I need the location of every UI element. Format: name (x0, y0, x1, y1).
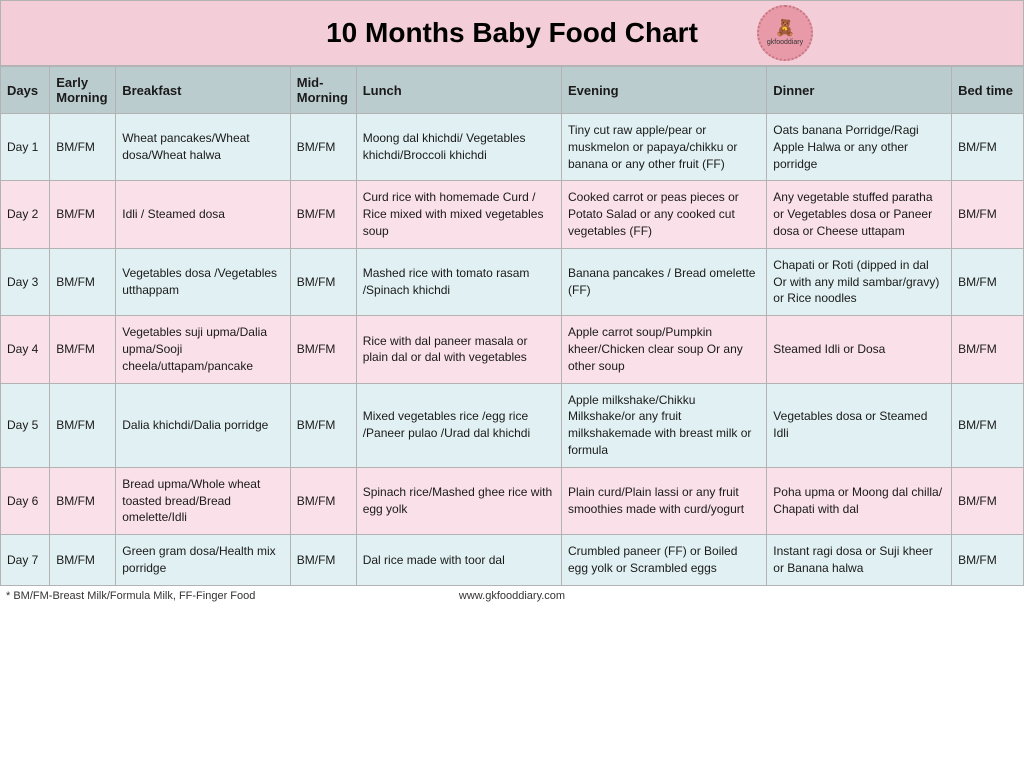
cell-early: BM/FM (50, 181, 116, 248)
col-lunch: Lunch (356, 67, 561, 114)
cell-bed: BM/FM (952, 181, 1024, 248)
col-breakfast: Breakfast (116, 67, 291, 114)
cell-mid: BM/FM (290, 181, 356, 248)
cell-dinner: Any vegetable stuffed paratha or Vegetab… (767, 181, 952, 248)
cell-early: BM/FM (50, 114, 116, 181)
cell-lunch: Rice with dal paneer masala or plain dal… (356, 316, 561, 383)
brand-name: gkfooddiary (767, 39, 803, 46)
cell-evening: Banana pancakes / Bread omelette (FF) (562, 248, 767, 315)
table-row: Day 5BM/FMDalia khichdi/Dalia porridgeBM… (1, 383, 1024, 467)
cell-mid: BM/FM (290, 248, 356, 315)
cell-breakfast: Dalia khichdi/Dalia porridge (116, 383, 291, 467)
teddy-icon: 🧸 (775, 21, 795, 37)
cell-breakfast: Bread upma/Whole wheat toasted bread/Bre… (116, 467, 291, 534)
table-header-row: Days Early Morning Breakfast Mid-Morning… (1, 67, 1024, 114)
table-row: Day 6BM/FMBread upma/Whole wheat toasted… (1, 467, 1024, 534)
cell-breakfast: Wheat pancakes/Wheat dosa/Wheat halwa (116, 114, 291, 181)
table-row: Day 3BM/FMVegetables dosa /Vegetables ut… (1, 248, 1024, 315)
cell-bed: BM/FM (952, 316, 1024, 383)
table-row: Day 1BM/FMWheat pancakes/Wheat dosa/Whea… (1, 114, 1024, 181)
cell-breakfast: Green gram dosa/Health mix porridge (116, 535, 291, 586)
cell-early: BM/FM (50, 248, 116, 315)
cell-mid: BM/FM (290, 535, 356, 586)
brand-logo: 🧸 gkfooddiary (757, 5, 813, 61)
cell-early: BM/FM (50, 383, 116, 467)
cell-mid: BM/FM (290, 316, 356, 383)
cell-early: BM/FM (50, 316, 116, 383)
col-evening: Evening (562, 67, 767, 114)
cell-lunch: Moong dal khichdi/ Vegetables khichdi/Br… (356, 114, 561, 181)
chart-header: 10 Months Baby Food Chart 🧸 gkfooddiary (0, 0, 1024, 66)
footer-url: www.gkfooddiary.com (459, 590, 565, 602)
cell-bed: BM/FM (952, 114, 1024, 181)
table-row: Day 2BM/FMIdli / Steamed dosaBM/FMCurd r… (1, 181, 1024, 248)
col-early-morning: Early Morning (50, 67, 116, 114)
col-days: Days (1, 67, 50, 114)
cell-day: Day 2 (1, 181, 50, 248)
chart-footer: * BM/FM-Breast Milk/Formula Milk, FF-Fin… (0, 586, 1024, 606)
cell-dinner: Poha upma or Moong dal chilla/ Chapati w… (767, 467, 952, 534)
cell-day: Day 6 (1, 467, 50, 534)
cell-breakfast: Idli / Steamed dosa (116, 181, 291, 248)
cell-early: BM/FM (50, 535, 116, 586)
cell-lunch: Curd rice with homemade Curd / Rice mixe… (356, 181, 561, 248)
cell-evening: Cooked carrot or peas pieces or Potato S… (562, 181, 767, 248)
cell-dinner: Oats banana Porridge/Ragi Apple Halwa or… (767, 114, 952, 181)
footer-note: * BM/FM-Breast Milk/Formula Milk, FF-Fin… (6, 590, 255, 602)
cell-lunch: Mixed vegetables rice /egg rice /Paneer … (356, 383, 561, 467)
col-mid-morning: Mid-Morning (290, 67, 356, 114)
cell-lunch: Spinach rice/Mashed ghee rice with egg y… (356, 467, 561, 534)
cell-dinner: Vegetables dosa or Steamed Idli (767, 383, 952, 467)
table-row: Day 7BM/FMGreen gram dosa/Health mix por… (1, 535, 1024, 586)
cell-dinner: Instant ragi dosa or Suji kheer or Banan… (767, 535, 952, 586)
cell-mid: BM/FM (290, 114, 356, 181)
cell-evening: Tiny cut raw apple/pear or muskmelon or … (562, 114, 767, 181)
cell-dinner: Chapati or Roti (dipped in dal Or with a… (767, 248, 952, 315)
col-bedtime: Bed time (952, 67, 1024, 114)
cell-evening: Apple carrot soup/Pumpkin kheer/Chicken … (562, 316, 767, 383)
cell-breakfast: Vegetables suji upma/Dalia upma/Sooji ch… (116, 316, 291, 383)
cell-day: Day 1 (1, 114, 50, 181)
chart-title: 10 Months Baby Food Chart (326, 17, 698, 49)
cell-evening: Apple milkshake/Chikku Milkshake/or any … (562, 383, 767, 467)
cell-bed: BM/FM (952, 248, 1024, 315)
cell-day: Day 3 (1, 248, 50, 315)
cell-bed: BM/FM (952, 383, 1024, 467)
cell-bed: BM/FM (952, 535, 1024, 586)
food-chart-table: Days Early Morning Breakfast Mid-Morning… (0, 66, 1024, 586)
cell-bed: BM/FM (952, 467, 1024, 534)
cell-evening: Crumbled paneer (FF) or Boiled egg yolk … (562, 535, 767, 586)
cell-mid: BM/FM (290, 383, 356, 467)
cell-lunch: Mashed rice with tomato rasam /Spinach k… (356, 248, 561, 315)
cell-lunch: Dal rice made with toor dal (356, 535, 561, 586)
col-dinner: Dinner (767, 67, 952, 114)
cell-breakfast: Vegetables dosa /Vegetables utthappam (116, 248, 291, 315)
cell-mid: BM/FM (290, 467, 356, 534)
cell-dinner: Steamed Idli or Dosa (767, 316, 952, 383)
cell-early: BM/FM (50, 467, 116, 534)
table-row: Day 4BM/FMVegetables suji upma/Dalia upm… (1, 316, 1024, 383)
cell-day: Day 4 (1, 316, 50, 383)
cell-evening: Plain curd/Plain lassi or any fruit smoo… (562, 467, 767, 534)
cell-day: Day 5 (1, 383, 50, 467)
cell-day: Day 7 (1, 535, 50, 586)
